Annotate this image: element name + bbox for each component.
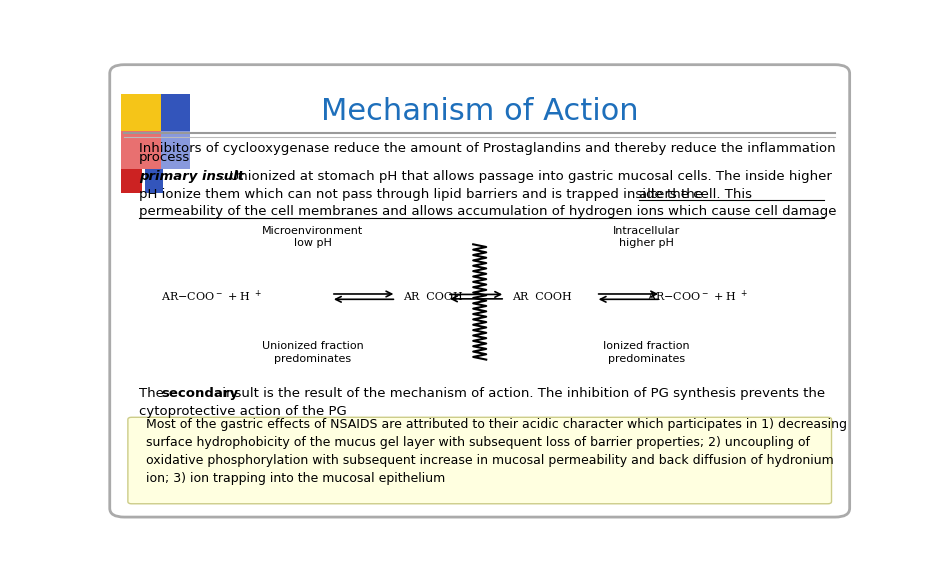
Text: predominates: predominates <box>608 354 685 363</box>
Text: : Unionized at stomach pH that allows passage into gastric mucosal cells. The in: : Unionized at stomach pH that allows pa… <box>221 170 831 183</box>
Text: Microenvironment: Microenvironment <box>262 226 363 236</box>
Text: AR$-$COO$^-$ + H $^+$: AR$-$COO$^-$ + H $^+$ <box>161 289 262 304</box>
Text: alters the: alters the <box>639 188 703 200</box>
Bar <box>121 93 161 131</box>
FancyBboxPatch shape <box>110 65 850 517</box>
Bar <box>121 169 142 194</box>
Text: The: The <box>139 387 168 400</box>
Text: ion; 3) ion trapping into the mucosal epithelium: ion; 3) ion trapping into the mucosal ep… <box>146 472 446 484</box>
Text: cytoprotective action of the PG: cytoprotective action of the PG <box>139 405 346 418</box>
Text: Inhibitors of cyclooxygenase reduce the amount of Prostaglandins and thereby red: Inhibitors of cyclooxygenase reduce the … <box>139 142 836 154</box>
Text: higher pH: higher pH <box>619 238 674 248</box>
Text: AR  COOH: AR COOH <box>403 291 463 302</box>
Text: permeability of the cell membranes and allows accumulation of hydrogen ions whic: permeability of the cell membranes and a… <box>139 206 836 218</box>
Text: secondary: secondary <box>161 387 239 400</box>
Bar <box>161 93 190 131</box>
Bar <box>144 169 163 194</box>
Text: Most of the gastric effects of NSAIDS are attributed to their acidic character w: Most of the gastric effects of NSAIDS ar… <box>146 418 847 431</box>
Text: Ionized fraction: Ionized fraction <box>603 342 690 351</box>
Text: Unionized fraction: Unionized fraction <box>262 342 364 351</box>
Text: primary insult: primary insult <box>139 170 243 183</box>
Text: low pH: low pH <box>294 238 331 248</box>
Text: insult is the result of the mechanism of action. The inhibition of PG synthesis : insult is the result of the mechanism of… <box>218 387 825 400</box>
Bar <box>121 131 161 169</box>
Text: predominates: predominates <box>274 354 351 363</box>
Text: process: process <box>139 151 190 164</box>
Text: pH ionize them which can not pass through lipid barriers and is trapped inside t: pH ionize them which can not pass throug… <box>139 188 756 200</box>
Text: Mechanism of Action: Mechanism of Action <box>321 97 638 126</box>
Text: oxidative phosphorylation with subsequent increase in mucosal permeability and b: oxidative phosphorylation with subsequen… <box>146 454 834 467</box>
Bar <box>161 131 190 169</box>
Text: surface hydrophobicity of the mucus gel layer with subsequent loss of barrier pr: surface hydrophobicity of the mucus gel … <box>146 436 810 449</box>
FancyBboxPatch shape <box>128 417 831 504</box>
Text: AR  COOH: AR COOH <box>512 291 572 302</box>
Text: Intracellular: Intracellular <box>613 226 680 236</box>
Text: AR$-$COO$^-$ + H $^+$: AR$-$COO$^-$ + H $^+$ <box>647 289 748 304</box>
